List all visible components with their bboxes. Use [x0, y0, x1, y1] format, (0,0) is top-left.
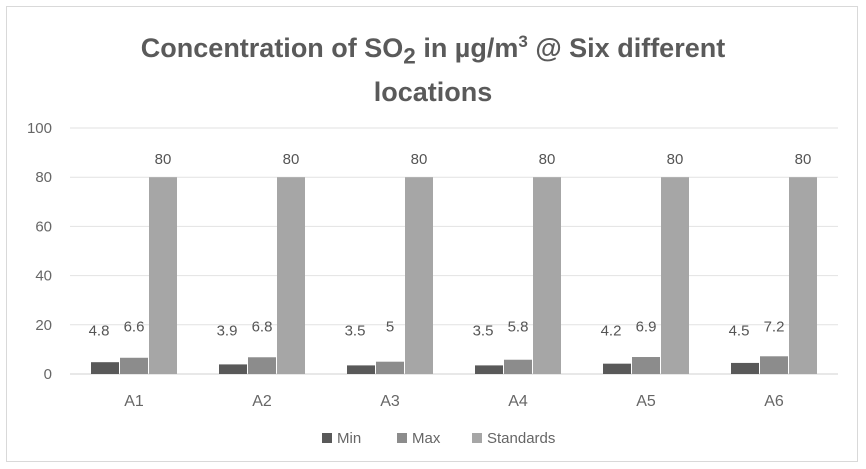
x-category-label: A3 [380, 393, 400, 410]
bar-min-a2 [219, 364, 247, 374]
legend-label-max: Max [412, 430, 441, 447]
title-part-before: Concentration of SO [140, 33, 404, 63]
bar-min-a3 [347, 365, 375, 374]
bar-standards-a3 [405, 177, 433, 374]
bar-max-a6 [760, 356, 788, 374]
title-part-sub: 2 [403, 43, 416, 69]
bar-standards-a2 [277, 177, 305, 374]
bar-standards-a1 [149, 177, 177, 374]
x-category-label: A5 [636, 393, 656, 410]
bar-standards-a4 [533, 177, 561, 374]
legend-swatch-standards [472, 433, 482, 443]
data-label-max-a6: 7.2 [764, 319, 785, 336]
data-labels: 4.8 6.6 80 3.9 6.8 80 3.5 5 80 3.5 5.8 80 4.2 6.9 80 4.… [89, 151, 812, 340]
y-tick-label: 100 [27, 120, 52, 137]
bar-max-a1 [120, 357, 148, 374]
data-label-standards-a5: 80 [667, 151, 684, 168]
title-part-sup: 3 [518, 32, 528, 51]
y-tick-label: 40 [35, 268, 52, 285]
x-category-label: A2 [252, 393, 272, 410]
bar-max-a2 [248, 357, 276, 374]
gridlines [70, 127, 838, 375]
x-category-label: A6 [764, 393, 784, 410]
chart-title: Concentration of SO2 in µg/m3 @ Six diff… [0, 24, 866, 110]
y-tick-label: 80 [35, 169, 52, 186]
data-label-min-a4: 3.5 [473, 323, 494, 340]
legend-swatch-max [397, 433, 407, 443]
data-label-standards-a6: 80 [795, 151, 812, 168]
data-label-standards-a2: 80 [283, 151, 300, 168]
bar-standards-a5 [661, 177, 689, 374]
bar-min-a5 [603, 363, 631, 374]
data-label-max-a3: 5 [386, 319, 394, 336]
bars [91, 177, 817, 374]
bar-max-a3 [376, 361, 404, 374]
data-label-min-a1: 4.8 [89, 323, 110, 340]
data-label-min-a2: 3.9 [217, 323, 238, 340]
data-label-min-a3: 3.5 [345, 323, 366, 340]
data-label-min-a6: 4.5 [729, 323, 750, 340]
bar-min-a6 [731, 362, 759, 374]
title-part-middle: in µg/m [415, 33, 519, 63]
bar-min-a4 [475, 365, 503, 374]
y-tick-label: 60 [35, 218, 52, 235]
x-category-label: A1 [124, 393, 144, 410]
data-label-standards-a4: 80 [539, 151, 556, 168]
bar-standards-a6 [789, 177, 817, 374]
title-part-after: @ Six different [527, 33, 726, 63]
x-axis-categories: A1 A2 A3 A4 A5 A6 [124, 393, 784, 410]
legend-swatch-min [322, 433, 332, 443]
data-label-max-a2: 6.8 [252, 319, 273, 336]
data-label-standards-a1: 80 [155, 151, 172, 168]
chart-title-line-2: locations [373, 77, 493, 108]
y-tick-label: 20 [35, 317, 52, 334]
y-tick-label: 0 [44, 366, 52, 383]
legend-label-standards: Standards [487, 430, 555, 447]
data-label-max-a5: 6.9 [636, 319, 657, 336]
data-label-max-a4: 5.8 [508, 319, 529, 336]
chart-title-line-1: Concentration of SO2 in µg/m3 @ Six diff… [0, 24, 866, 74]
bar-max-a4 [504, 359, 532, 374]
y-axis-ticks: 0 20 40 60 80 100 [27, 120, 52, 383]
data-label-max-a1: 6.6 [124, 319, 145, 336]
legend-label-min: Min [337, 430, 361, 447]
bar-min-a1 [91, 362, 119, 374]
bar-max-a5 [632, 357, 660, 374]
data-label-standards-a3: 80 [411, 151, 428, 168]
legend: Min Max Standards [322, 430, 555, 447]
data-label-min-a5: 4.2 [601, 323, 622, 340]
x-category-label: A4 [508, 393, 528, 410]
